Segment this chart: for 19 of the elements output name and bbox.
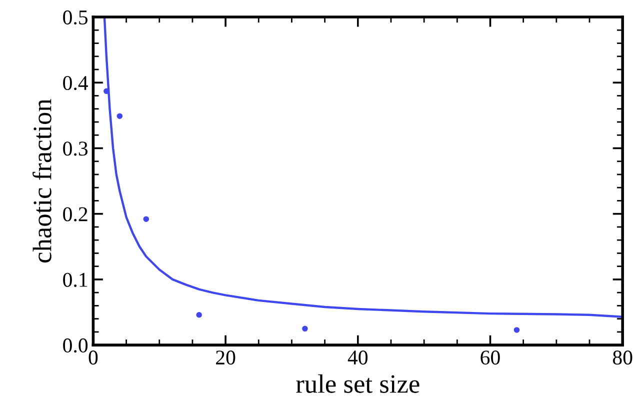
x-tick-label: 60 bbox=[480, 350, 500, 365]
y-tick-label: 0.2 bbox=[63, 207, 88, 222]
y-tick-label: 0.0 bbox=[63, 338, 88, 353]
x-tick-label: 40 bbox=[348, 350, 368, 365]
y-tick-label: 0.5 bbox=[63, 10, 88, 25]
x-tick-label: 80 bbox=[612, 350, 632, 365]
point bbox=[302, 326, 308, 332]
x-tick-label: 0 bbox=[88, 350, 98, 365]
point bbox=[196, 312, 202, 318]
y-tick-label: 0.1 bbox=[63, 272, 88, 287]
point bbox=[514, 327, 520, 333]
y-tick-label: 0.3 bbox=[63, 142, 88, 156]
x-tick-label: 20 bbox=[216, 350, 236, 365]
x-axis-title: rule set size bbox=[296, 374, 420, 393]
y-axis-title: chaotic fraction bbox=[32, 99, 52, 262]
point bbox=[116, 113, 123, 119]
y-tick-label: 0.4 bbox=[63, 76, 88, 90]
line-series bbox=[103, 17, 623, 318]
point bbox=[143, 216, 150, 222]
